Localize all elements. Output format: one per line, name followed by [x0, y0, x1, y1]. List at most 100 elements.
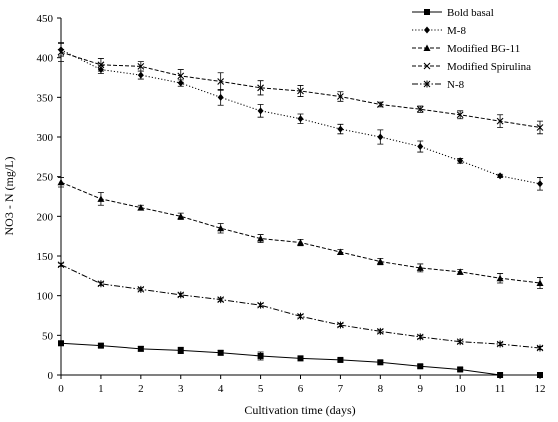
- legend-marker-modified-bg-11: [423, 44, 431, 51]
- data-point-modified-bg-11: [217, 224, 225, 232]
- x-tick-label: 6: [298, 383, 304, 395]
- data-point-modified-bg-11: [177, 212, 185, 220]
- data-point-modified-spirulina: [97, 61, 105, 69]
- data-point-modified-bg-11: [97, 195, 105, 202]
- data-point-n-8: [337, 321, 344, 329]
- data-point-modified-bg-11: [257, 235, 265, 242]
- x-tick-label: 12: [535, 383, 546, 395]
- legend-marker-n-8: [423, 80, 431, 88]
- y-tick-label: 150: [37, 251, 54, 263]
- data-point-bold-basal: [137, 345, 144, 352]
- data-point-bold-basal: [417, 363, 424, 370]
- x-tick-label: 11: [495, 383, 506, 395]
- y-axis-label: NO3 - N (mg/L): [2, 157, 16, 236]
- data-point-modified-spirulina: [257, 84, 264, 92]
- data-point-m-8: [217, 93, 224, 101]
- legend: Bold basal M-8 Modified BG-11 Modified Spir…: [412, 7, 531, 91]
- x-tick-label: 3: [178, 383, 184, 395]
- data-point-n-8: [376, 327, 384, 335]
- data-point-n-8: [496, 340, 504, 348]
- series-line-n-8: [60, 264, 541, 349]
- data-point-bold-basal: [497, 372, 504, 378]
- data-point-modified-bg-11: [456, 268, 464, 275]
- legend-marker-m-8: [424, 26, 430, 34]
- data-point-m-8: [377, 133, 384, 141]
- series-markers: [57, 46, 544, 378]
- y-tick-label: 250: [37, 172, 54, 184]
- data-point-modified-spirulina: [416, 105, 424, 113]
- y-tick-label: 350: [37, 92, 54, 104]
- legend-label-n-8: N-8: [447, 79, 465, 91]
- data-point-modified-bg-11: [496, 274, 504, 282]
- data-point-modified-spirulina: [177, 72, 185, 80]
- data-point-modified-bg-11: [376, 258, 384, 265]
- data-point-n-8: [297, 312, 304, 320]
- data-point-modified-spirulina: [137, 63, 145, 70]
- data-point-modified-spirulina: [536, 124, 544, 131]
- data-point-bold-basal: [97, 342, 104, 349]
- data-point-n-8: [257, 301, 264, 309]
- x-tick-label: 8: [378, 383, 384, 395]
- error-bars: [58, 42, 543, 372]
- x-tick-label: 0: [58, 383, 64, 395]
- legend-label-bold-basal: Bold basal: [447, 7, 494, 19]
- data-point-modified-bg-11: [416, 264, 424, 271]
- data-point-m-8: [257, 107, 264, 115]
- x-tick-label: 10: [455, 383, 467, 395]
- data-point-m-8: [537, 180, 543, 188]
- y-tick-label: 50: [42, 330, 54, 342]
- y-tick-label: 200: [37, 211, 54, 223]
- x-tick-label: 5: [258, 383, 264, 395]
- data-point-bold-basal: [257, 352, 264, 359]
- data-point-m-8: [58, 46, 64, 54]
- data-point-modified-spirulina: [456, 111, 464, 119]
- data-point-modified-bg-11: [336, 248, 344, 256]
- x-axis-label: Cultivation time (days): [244, 403, 355, 417]
- legend-label-modified-bg-11: Modified BG-11: [447, 43, 520, 55]
- y-tick-label: 450: [37, 13, 54, 25]
- series-lines: [60, 49, 541, 376]
- data-point-m-8: [297, 115, 304, 123]
- axes: 0 50 100 150 200 250 300 350 400 450 0 1 2 3 4 5 6 7 8 9 10 1…: [37, 13, 546, 395]
- data-point-bold-basal: [457, 366, 464, 373]
- y-tick-label: 400: [37, 53, 54, 65]
- data-point-m-8: [457, 157, 464, 165]
- x-tick-label: 7: [338, 383, 344, 395]
- data-point-m-8: [337, 125, 344, 133]
- data-point-modified-spirulina: [217, 78, 225, 85]
- y-tick-label: 0: [48, 370, 54, 382]
- data-point-bold-basal: [377, 359, 384, 366]
- data-point-modified-bg-11: [57, 178, 65, 186]
- data-point-bold-basal: [297, 355, 304, 362]
- x-tick-label: 4: [218, 383, 224, 395]
- data-point-m-8: [137, 71, 144, 79]
- data-point-bold-basal: [58, 340, 64, 347]
- data-point-m-8: [177, 79, 184, 87]
- data-point-modified-spirulina: [496, 117, 504, 125]
- data-point-m-8: [497, 172, 504, 180]
- data-point-n-8: [536, 344, 544, 352]
- data-point-modified-bg-11: [137, 204, 145, 211]
- data-point-m-8: [417, 143, 424, 151]
- data-point-n-8: [456, 338, 464, 346]
- x-tick-label: 9: [418, 383, 424, 395]
- data-point-n-8: [97, 280, 105, 288]
- data-point-modified-spirulina: [376, 101, 384, 108]
- legend-label-modified-spirulina: Modified Spirulina: [447, 61, 531, 73]
- y-tick-label: 300: [37, 132, 54, 144]
- series-line-modified-bg-11: [60, 181, 541, 284]
- data-point-n-8: [57, 261, 65, 269]
- data-point-bold-basal: [217, 349, 224, 356]
- data-point-n-8: [177, 291, 185, 299]
- legend-label-m-8: M-8: [447, 25, 466, 37]
- data-point-bold-basal: [537, 372, 543, 378]
- y-tick-label: 100: [37, 291, 54, 303]
- data-point-modified-spirulina: [337, 93, 344, 100]
- data-point-bold-basal: [177, 347, 184, 354]
- data-point-n-8: [416, 333, 424, 341]
- legend-marker-modified-spirulina: [423, 62, 431, 70]
- data-point-modified-spirulina: [57, 48, 65, 56]
- data-point-n-8: [137, 285, 145, 293]
- data-point-modified-bg-11: [297, 239, 304, 246]
